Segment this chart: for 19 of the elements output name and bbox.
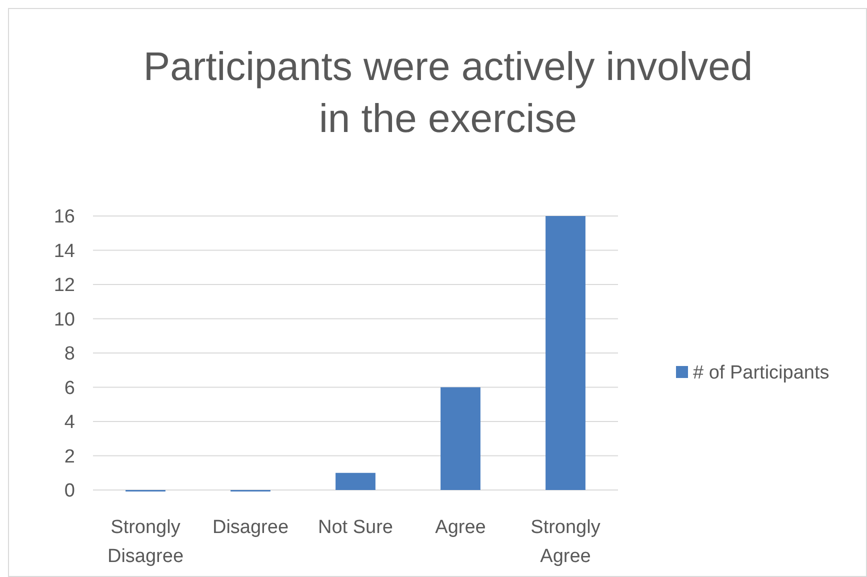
legend-label: # of Participants [693,362,830,384]
bar [440,387,480,490]
x-tick-label: Agree [435,517,486,538]
y-tick-label: 0 [64,480,75,502]
y-tick-label: 2 [64,446,75,468]
y-tick-label: 10 [54,309,75,330]
bar [336,472,376,490]
y-tick-label: 4 [64,412,76,434]
y-tick-label: 8 [64,344,75,365]
y-tick-label: 16 [54,206,75,228]
x-tick-label: Strongly Agree [530,517,601,567]
y-tick-label: 14 [54,240,76,262]
x-tick-label: Strongly Disagree [107,517,184,567]
x-tick-label: Not Sure [318,517,393,538]
y-tick-label: 6 [64,378,75,399]
y-tick-label: 12 [54,275,75,296]
bar [546,216,586,490]
x-tick-label: Disagree [212,517,289,538]
chart-title: Participants were actively involved in the exercise [143,45,753,141]
